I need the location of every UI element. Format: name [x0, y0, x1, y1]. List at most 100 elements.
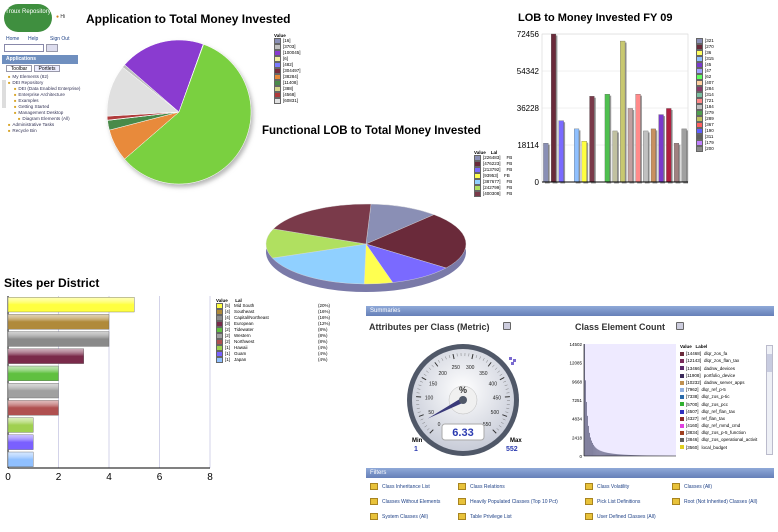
bar[interactable]: [598, 449, 600, 456]
bar[interactable]: [621, 454, 623, 456]
bar[interactable]: [558, 120, 564, 183]
bar[interactable]: [605, 452, 607, 456]
bar[interactable]: [673, 143, 680, 183]
bar[interactable]: [658, 114, 664, 183]
home-link[interactable]: Home: [6, 36, 20, 42]
bar[interactable]: [591, 440, 592, 456]
filters-bar[interactable]: Filters: [366, 468, 774, 478]
bar[interactable]: [619, 454, 621, 456]
bar[interactable]: [589, 96, 595, 183]
bar[interactable]: [616, 454, 618, 456]
bar[interactable]: [628, 454, 630, 456]
filter-folder-icon[interactable]: [672, 498, 680, 505]
bar[interactable]: [602, 451, 604, 456]
bar[interactable]: [550, 33, 557, 183]
bar[interactable]: [641, 455, 643, 456]
bar[interactable]: [574, 128, 580, 183]
bar[interactable]: [620, 454, 622, 456]
bar[interactable]: [638, 455, 639, 456]
app-logo[interactable]: Troux Repository: [4, 4, 52, 32]
filter-link[interactable]: User Defined Classes (All): [597, 514, 656, 520]
pie-slice[interactable]: [124, 39, 204, 113]
pie-slice[interactable]: [273, 203, 372, 245]
tree-item[interactable]: Examples: [14, 98, 38, 103]
bar[interactable]: [595, 447, 597, 456]
sign-out-link[interactable]: Sign Out: [50, 36, 70, 42]
filter-link[interactable]: Heavily Populated Classes (Top 10 Pct): [470, 499, 558, 505]
bar[interactable]: [593, 444, 595, 456]
bar[interactable]: [600, 450, 602, 456]
bar[interactable]: [608, 453, 610, 456]
bar[interactable]: [681, 128, 687, 183]
bar[interactable]: [585, 380, 586, 456]
bar[interactable]: [630, 454, 631, 456]
bar[interactable]: [617, 454, 619, 456]
bar[interactable]: [584, 344, 585, 456]
bar[interactable]: [627, 454, 629, 456]
tab-portlets[interactable]: Portlets: [34, 65, 60, 72]
tree-item[interactable]: Diagram Elements (All): [18, 116, 69, 121]
bar[interactable]: [581, 140, 587, 183]
bar[interactable]: [635, 94, 641, 183]
bar[interactable]: [636, 455, 637, 456]
pie-slice[interactable]: [265, 228, 367, 259]
filter-link[interactable]: Root (Not Inherited) Classes (All): [684, 499, 758, 505]
filter-folder-icon[interactable]: [458, 483, 466, 490]
pie-slice[interactable]: [124, 44, 252, 185]
bar[interactable]: [618, 454, 620, 456]
tree-item[interactable]: Getting Started: [14, 104, 49, 109]
bar[interactable]: [637, 455, 638, 456]
tree-item[interactable]: My Elements (82): [8, 74, 48, 79]
bar[interactable]: [589, 432, 590, 456]
bar[interactable]: [603, 451, 605, 456]
filter-folder-icon[interactable]: [585, 513, 593, 520]
bar[interactable]: [625, 454, 627, 456]
filter-folder-icon[interactable]: [370, 483, 378, 490]
bar[interactable]: [609, 453, 611, 456]
tree-item[interactable]: Recycle Bin: [8, 128, 36, 133]
bar[interactable]: [643, 130, 649, 183]
summaries-bar[interactable]: Summaries: [366, 306, 774, 316]
scrollbar-thumb[interactable]: [767, 354, 772, 372]
filter-link[interactable]: Classes (All): [684, 484, 713, 490]
tree-item[interactable]: Management Desktop: [14, 110, 63, 115]
bar[interactable]: [587, 415, 588, 456]
bar[interactable]: [594, 446, 596, 456]
bar[interactable]: [635, 455, 636, 456]
bar[interactable]: [596, 448, 598, 456]
tree-item[interactable]: Enterprise Architecture: [14, 92, 64, 97]
filter-link[interactable]: Classes Without Elements: [382, 499, 441, 505]
filter-link[interactable]: System Classes (All): [382, 514, 429, 520]
bar[interactable]: [611, 453, 613, 456]
tree-item[interactable]: DEI (Data Enabled Enterprise): [14, 86, 80, 91]
filter-folder-icon[interactable]: [585, 483, 593, 490]
bar[interactable]: [622, 454, 624, 456]
bar[interactable]: [612, 130, 618, 183]
filter-link[interactable]: Class Relations: [470, 484, 505, 490]
filter-folder-icon[interactable]: [458, 513, 466, 520]
applications-header[interactable]: Applications: [2, 55, 78, 64]
bar[interactable]: [650, 128, 656, 183]
filter-folder-icon[interactable]: [672, 483, 680, 490]
bar[interactable]: [590, 437, 591, 456]
pie-slice[interactable]: [365, 214, 467, 269]
bar[interactable]: [614, 453, 616, 456]
bar[interactable]: [639, 455, 641, 456]
bar[interactable]: [586, 401, 587, 456]
nav-collapse-handle[interactable]: [2, 80, 6, 108]
bar[interactable]: [588, 425, 589, 456]
bar[interactable]: [604, 452, 606, 456]
bar[interactable]: [599, 450, 601, 456]
bar[interactable]: [634, 455, 635, 456]
bar[interactable]: [626, 454, 628, 456]
bar[interactable]: [607, 452, 609, 456]
help-link[interactable]: Help: [28, 36, 39, 42]
bar[interactable]: [597, 449, 599, 456]
tree-item[interactable]: Administrative Tasks: [8, 122, 54, 127]
search-button[interactable]: [46, 44, 58, 52]
bar[interactable]: [631, 455, 632, 456]
bar[interactable]: [666, 108, 672, 183]
bar[interactable]: [543, 143, 549, 183]
filter-link[interactable]: Class Volatility: [597, 484, 630, 490]
filter-folder-icon[interactable]: [370, 498, 378, 505]
